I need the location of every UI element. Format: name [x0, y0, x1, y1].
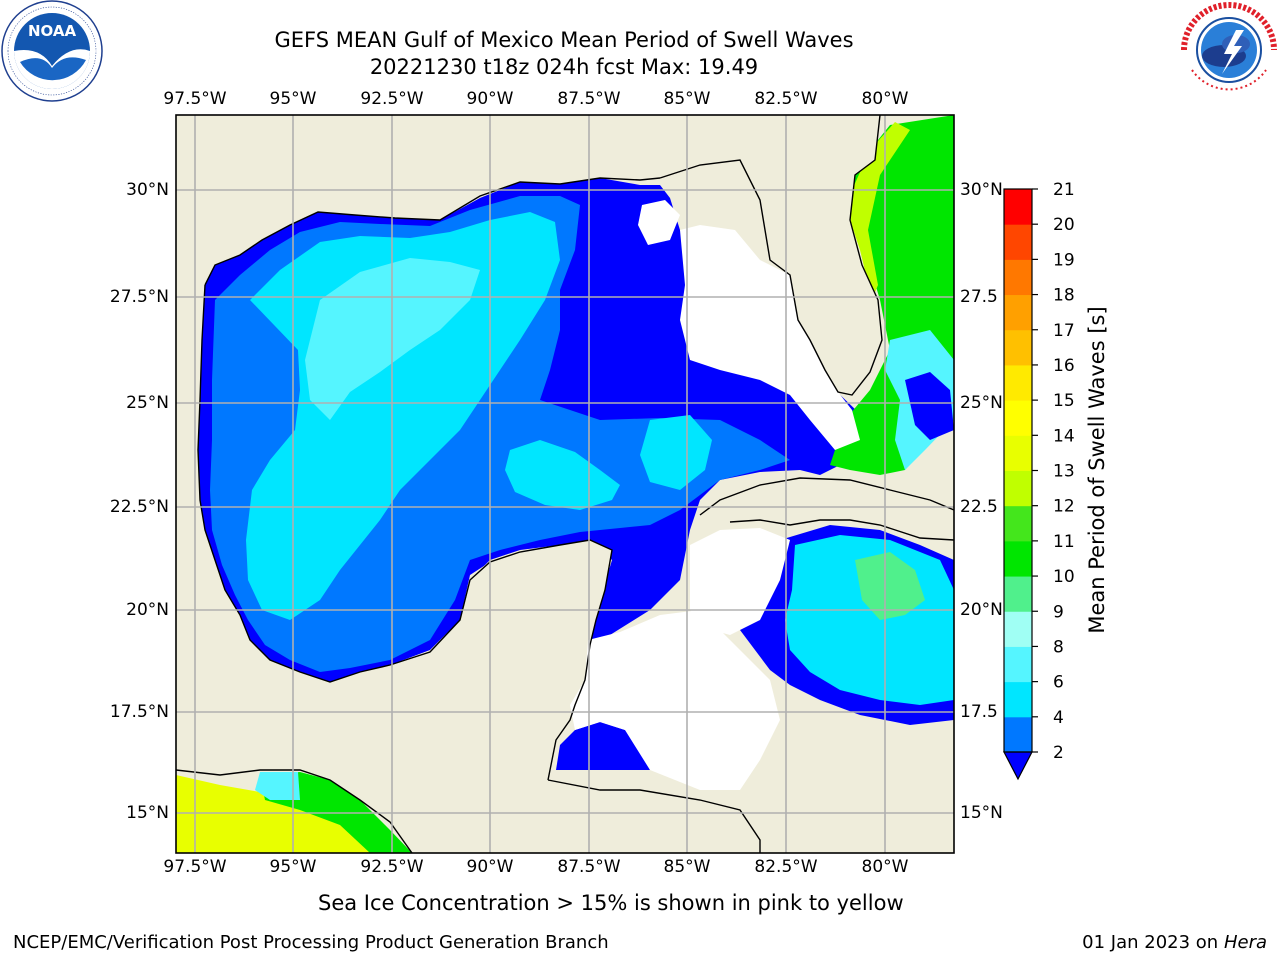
- graticule: [176, 115, 954, 853]
- colorbar-tick-label: 21: [1053, 180, 1075, 200]
- colorbar-tick-label: 20: [1053, 215, 1075, 235]
- noaa-logo-text: NOAA: [28, 22, 77, 40]
- lat-tick-label: 15°N: [126, 803, 169, 823]
- colorbar-tick-label: 19: [1053, 250, 1075, 270]
- footer-left: NCEP/EMC/Verification Post Processing Pr…: [13, 932, 609, 953]
- colorbar-bin: [1004, 470, 1032, 507]
- lat-tick-label: 20°N: [126, 600, 169, 620]
- pacific-cyan: [255, 772, 300, 800]
- yucatan-land: [176, 540, 760, 853]
- colorbar-tick-label: 11: [1053, 532, 1075, 552]
- colorbar-bin: [1004, 611, 1032, 647]
- colorbar-tick-label: 16: [1053, 356, 1075, 376]
- lon-tick-label: 80°W: [861, 857, 909, 877]
- missing-data-bay: [570, 610, 780, 790]
- colorbar-bin: [1004, 646, 1032, 683]
- colorbar-label: Mean Period of Swell Waves [s]: [1085, 306, 1109, 634]
- colorbar-tick-label: 18: [1053, 286, 1075, 306]
- colorbar-bin: [1004, 224, 1032, 260]
- colorbar-bin: [1004, 189, 1032, 225]
- colorbar-tick-label: 4: [1053, 708, 1064, 728]
- lon-tick-label: 82.5°W: [754, 89, 818, 109]
- colorbar-bin: [1004, 329, 1032, 366]
- colorbar-bin: [1004, 505, 1032, 542]
- noaa-logo: NOAA: [1, 0, 103, 102]
- cuba-land: [700, 478, 954, 540]
- colorbar-bin: [1004, 435, 1032, 471]
- lon-tick-label: 85°W: [663, 89, 711, 109]
- colorbar-under-triangle: [1003, 751, 1033, 781]
- lon-tick-label: 80°W: [861, 89, 909, 109]
- colorbar-bin: [1004, 576, 1032, 612]
- swell-4-6s-b: [505, 440, 620, 510]
- nws-logo: [1181, 2, 1277, 98]
- swell-4-6s-c: [640, 415, 712, 490]
- lat-tick-label: 27.5°N: [109, 287, 169, 307]
- colorbar-tick-label: 10: [1053, 567, 1075, 587]
- colorbar-tick-label: 12: [1053, 497, 1075, 517]
- lat-tick-label: 22.5°N: [109, 497, 169, 517]
- colorbar-tick-label: 17: [1053, 321, 1075, 341]
- colorbar-ticks: 2 4 6 8 9 10 11 12 13 14 15 16 17 18 19 20 21: [1032, 180, 1075, 763]
- lat-tick-label: 30°N: [126, 180, 169, 200]
- lon-tick-label: 97.5°W: [163, 89, 227, 109]
- missing-data-north: [638, 200, 680, 245]
- colorbar-bin: [1004, 400, 1032, 436]
- lat-tick-label: 25°N: [126, 393, 169, 413]
- colorbar-tick-label: 13: [1053, 462, 1075, 482]
- chart-subtitle: 20221230 t18z 024h fcst Max: 19.49: [369, 55, 759, 79]
- colorbar-tick-label: 14: [1053, 426, 1075, 446]
- colorbar-bin: [1004, 259, 1032, 296]
- colorbar-bin: [1004, 681, 1032, 718]
- lat-tick-label: 27.5: [960, 287, 998, 307]
- lon-tick-label: 85°W: [663, 857, 711, 877]
- lat-tick-label: 17.5°N: [109, 702, 169, 722]
- lon-tick-label: 92.5°W: [360, 857, 424, 877]
- lon-tick-label: 87.5°W: [557, 857, 621, 877]
- lon-tick-label: 95°W: [269, 857, 317, 877]
- colorbar-bin: [1004, 294, 1032, 331]
- sea-ice-caption: Sea Ice Concentration > 15% is shown in …: [318, 891, 904, 915]
- colorbar-bin: [1004, 540, 1032, 577]
- lat-tick-label: 25°N: [960, 393, 1003, 413]
- chart-title: GEFS MEAN Gulf of Mexico Mean Period of …: [274, 28, 854, 52]
- lon-tick-label: 97.5°W: [163, 857, 227, 877]
- missing-data-carib: [690, 528, 790, 635]
- colorbar-tick-label: 9: [1053, 602, 1064, 622]
- lat-tick-label: 15°N: [960, 803, 1003, 823]
- caribbean-long: [855, 552, 925, 620]
- lat-tick-label: 20°N: [960, 600, 1003, 620]
- honduras-gulf: [556, 722, 650, 770]
- lon-tick-label: 92.5°W: [360, 89, 424, 109]
- colorbar-bins: [1004, 189, 1032, 753]
- lat-tick-label: 17.5: [960, 702, 998, 722]
- colorbar-tick-label: 6: [1053, 673, 1064, 693]
- missing-data-east: [680, 225, 860, 450]
- lon-tick-label: 82.5°W: [754, 857, 818, 877]
- lon-tick-label: 90°W: [466, 857, 514, 877]
- colorbar-tick-label: 15: [1053, 391, 1075, 411]
- coastlines: [176, 115, 954, 853]
- lat-tick-label: 30°N: [960, 180, 1003, 200]
- footer-date: 01 Jan 2023 on: [1082, 932, 1224, 953]
- colorbar-bin: [1004, 716, 1032, 753]
- colorbar-bin: [1004, 364, 1032, 401]
- lon-tick-label: 87.5°W: [557, 89, 621, 109]
- footer-host: Hera: [1223, 932, 1267, 953]
- mexico-land-west: [176, 115, 760, 700]
- colorbar-tick-label: 8: [1053, 637, 1064, 657]
- lon-tick-label: 90°W: [466, 89, 514, 109]
- footer-right: 01 Jan 2023 on Hera: [1082, 932, 1267, 953]
- florida-land: [660, 115, 882, 395]
- bahamas-blue: [905, 372, 954, 440]
- lon-tick-label: 95°W: [269, 89, 317, 109]
- map-frame: [175, 114, 955, 854]
- lat-tick-label: 22.5: [960, 497, 998, 517]
- colorbar-tick-label: 2: [1053, 743, 1064, 763]
